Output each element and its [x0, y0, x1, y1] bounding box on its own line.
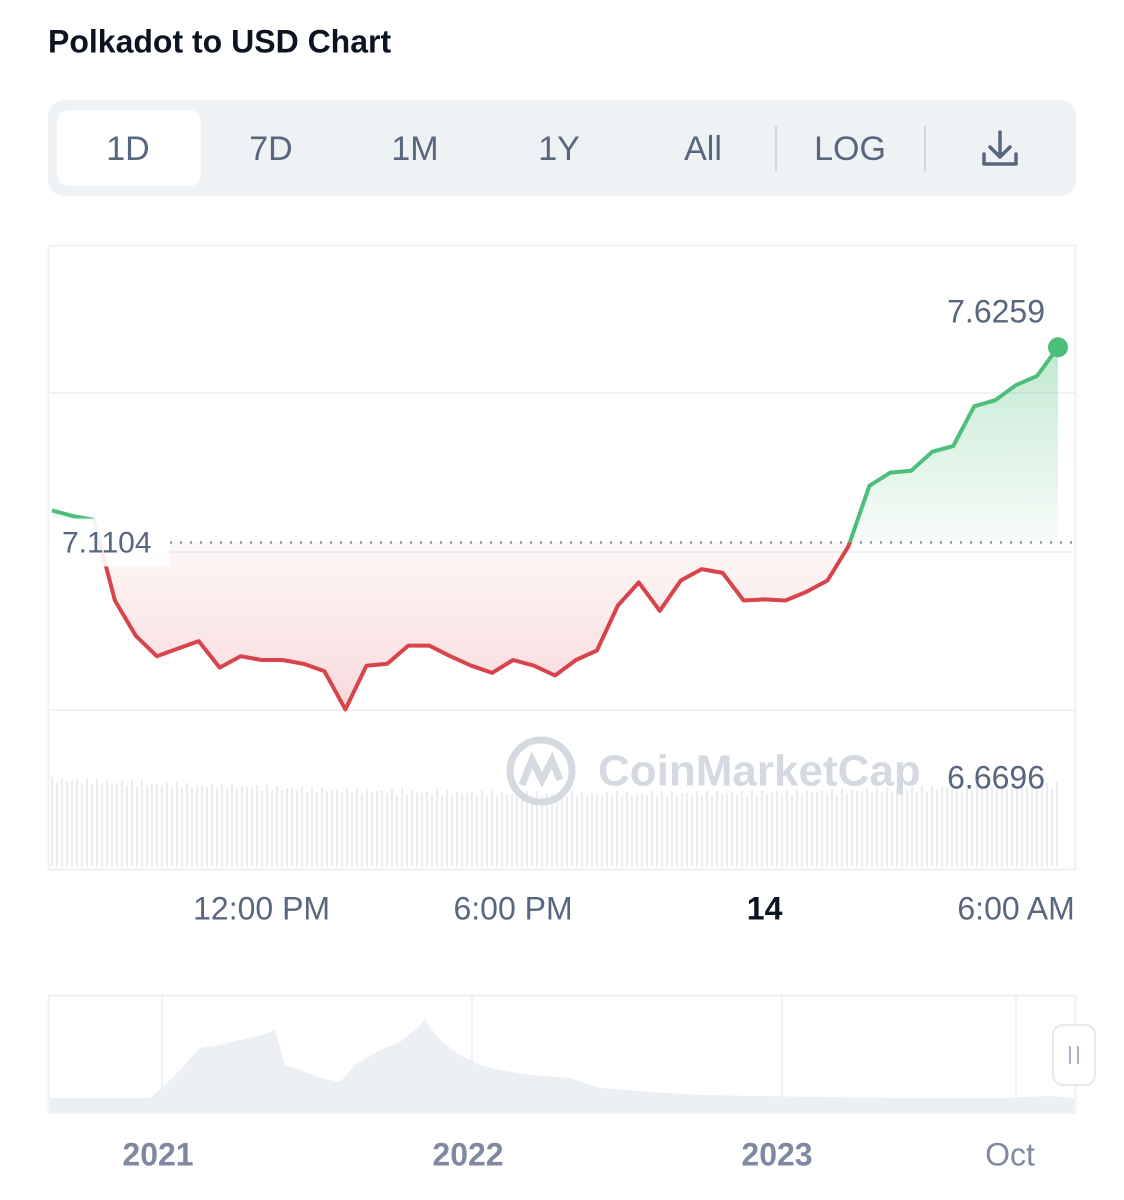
navigator-area	[50, 1020, 1074, 1112]
tab[interactable]: 7D	[249, 130, 292, 168]
tab[interactable]: 1M	[391, 130, 438, 168]
tab[interactable]: 1Y	[538, 130, 580, 168]
last-point	[1048, 337, 1068, 358]
volume	[51, 777, 1058, 866]
high-label: 7.6259	[947, 293, 1045, 329]
navigator-handle[interactable]	[1052, 1024, 1096, 1086]
navigator-label: 2022	[432, 1136, 503, 1172]
baseline-label-bg	[52, 518, 170, 567]
active-tab-bg	[57, 110, 201, 186]
navigator-label: Oct	[985, 1136, 1035, 1172]
area-fill	[52, 347, 1058, 710]
navigator-label: 2023	[741, 1136, 812, 1172]
x-tick-label: 14	[747, 890, 783, 926]
low-label: 6.6696	[947, 759, 1045, 795]
navigator-label: 2021	[122, 1136, 193, 1172]
price-line	[51, 346, 1060, 712]
watermark-text: CoinMarketCap	[598, 747, 921, 796]
tab[interactable]: 1D	[106, 130, 149, 168]
watermark	[506, 736, 576, 806]
x-tick-label: 6:00 AM	[957, 890, 1074, 926]
title: Polkadot to USD Chart	[48, 23, 391, 59]
x-tick-label: 6:00 PM	[453, 890, 572, 926]
download-button[interactable]	[982, 130, 1018, 166]
baseline-label: 7.1104	[62, 526, 152, 559]
log-toggle[interactable]: LOG	[814, 130, 886, 168]
toolbar	[48, 100, 1076, 196]
chart-frame	[47, 244, 1077, 871]
x-tick-label: 12:00 PM	[193, 890, 330, 926]
tab[interactable]: All	[684, 130, 722, 168]
